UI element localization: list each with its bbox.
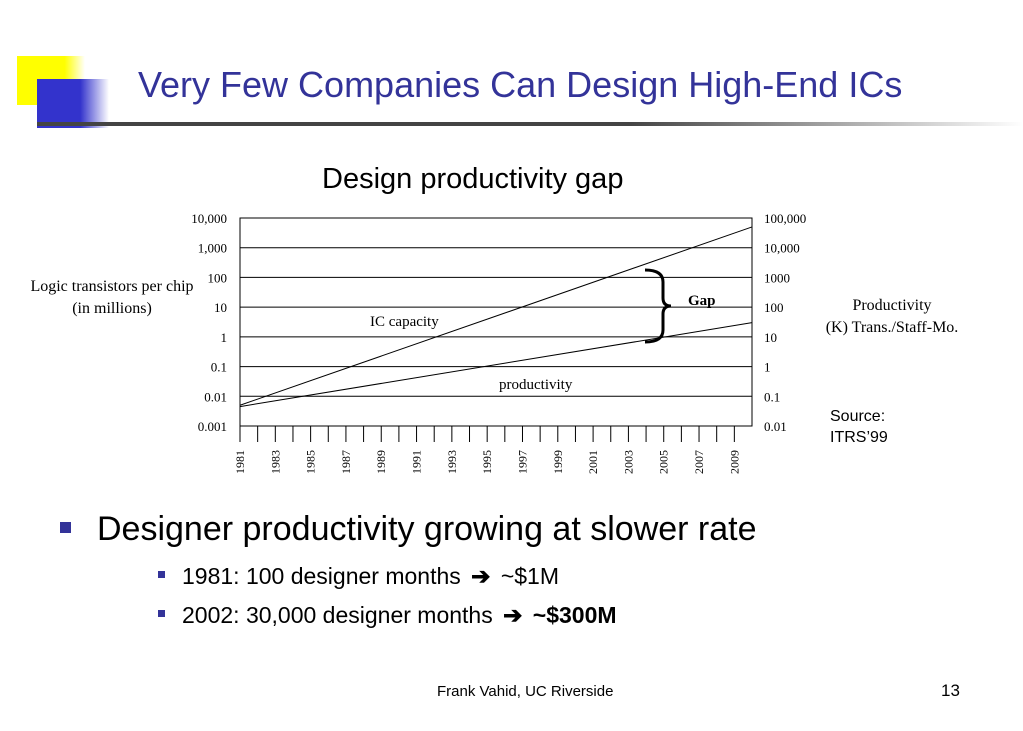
gap-brace-icon — [644, 268, 672, 344]
bullet-sub-1-text: 1981: 100 designer months — [182, 563, 461, 589]
y-right-tick-label: 10,000 — [764, 241, 800, 256]
gap-annotation-label: Gap — [688, 293, 716, 309]
decorative-blue-square — [37, 79, 109, 128]
series-productivity-line — [239, 322, 753, 408]
y-axis-right-label: Productivity (K) Trans./Staff-Mo. — [806, 295, 978, 339]
x-tick-label: 2003 — [621, 450, 635, 474]
bullet-sub-1-result: ~$1M — [500, 563, 560, 589]
x-tick-label: 1981 — [233, 450, 247, 474]
y-left-tick-label: 0.001 — [198, 419, 227, 434]
y-right-tick-label: 1 — [764, 360, 771, 375]
chart-title: Design productivity gap — [322, 163, 624, 195]
bullet-square-icon — [158, 571, 165, 579]
y-right-tick-label: 0.1 — [764, 389, 780, 404]
source-line2: ITRS’99 — [830, 429, 888, 446]
source-note: Source: ITRS’99 — [830, 406, 888, 448]
y-axis-left-label-line2: (in millions) — [72, 300, 152, 317]
y-axis-right-label-line1: Productivity — [852, 297, 932, 314]
x-tick-label: 2007 — [692, 450, 706, 474]
title-underline — [37, 122, 1023, 126]
bullet-sub-2-text: 2002: 30,000 designer months — [182, 602, 493, 628]
y-left-tick-label: 0.01 — [204, 389, 227, 404]
y-axis-left-label-line1: Logic transistors per chip — [30, 278, 194, 295]
x-tick-label: 2005 — [657, 450, 671, 474]
x-tick-label: 2009 — [727, 450, 741, 474]
bullet-sub-1: 1981: 100 designer months ➔ ~$1M — [158, 563, 559, 590]
x-tick-label: 1993 — [445, 450, 459, 474]
y-axis-left-label: Logic transistors per chip (in millions) — [30, 276, 194, 320]
plot-frame — [239, 217, 753, 427]
y-left-tick-label: 1,000 — [198, 241, 227, 256]
series-ic-capacity-label: IC capacity — [370, 314, 439, 330]
right-arrow-icon: ➔ — [471, 563, 491, 589]
slide-title: Very Few Companies Can Design High-End I… — [138, 64, 903, 105]
bullet-square-icon — [158, 610, 165, 618]
y-right-tick-label: 10 — [764, 330, 777, 345]
y-axis-right-label-line2: (K) Trans./Staff-Mo. — [825, 319, 959, 336]
footer-author: Frank Vahid, UC Riverside — [437, 683, 614, 700]
x-tick-label: 2001 — [586, 450, 600, 474]
bullet-square-icon — [60, 521, 71, 533]
source-line1: Source: — [830, 408, 886, 425]
x-tick-label: 1995 — [480, 450, 494, 474]
x-tick-label: 1983 — [268, 450, 282, 474]
y-left-tick-label: 100 — [208, 270, 228, 285]
x-tick-label: 1987 — [339, 450, 353, 474]
x-tick-label: 1997 — [515, 450, 529, 474]
y-left-tick-label: 10,000 — [191, 211, 227, 226]
bullet-sub-2-result: ~$300M — [532, 602, 617, 628]
right-arrow-icon: ➔ — [503, 602, 523, 628]
bullet-main: Designer productivity growing at slower … — [60, 510, 757, 549]
x-tick-label: 1985 — [304, 450, 318, 474]
y-right-tick-label: 100,000 — [764, 211, 806, 226]
series-productivity-label: productivity — [499, 377, 573, 393]
y-right-tick-label: 100 — [764, 300, 784, 315]
y-right-tick-label: 1000 — [764, 270, 790, 285]
series-ic-capacity-line — [239, 226, 753, 406]
y-left-tick-label: 0.1 — [211, 360, 227, 375]
y-left-tick-label: 10 — [214, 300, 227, 315]
x-tick-label: 1989 — [374, 450, 388, 474]
x-tick-label: 1991 — [410, 450, 424, 474]
bullet-main-text: Designer productivity growing at slower … — [97, 510, 757, 548]
bullet-sub-2: 2002: 30,000 designer months ➔ ~$300M — [158, 602, 617, 629]
y-right-tick-label: 0.01 — [764, 419, 787, 434]
x-tick-label: 1999 — [551, 450, 565, 474]
y-left-tick-label: 1 — [221, 330, 228, 345]
page-number: 13 — [941, 681, 960, 700]
